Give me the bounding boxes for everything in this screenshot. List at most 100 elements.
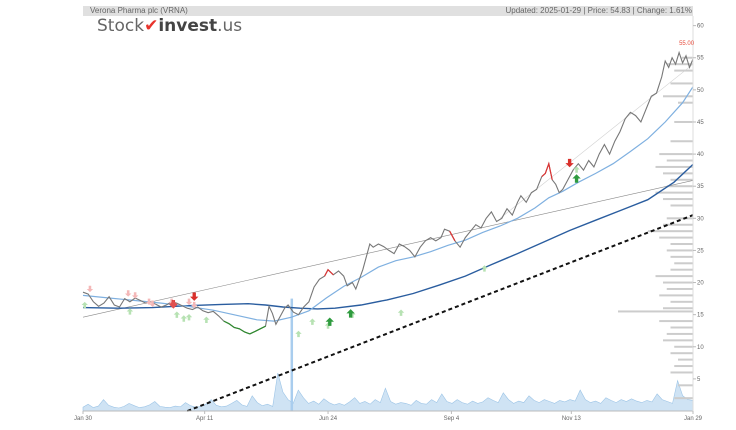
logo-text-invest: invest: [158, 16, 218, 36]
trend-channel-line-inner: [499, 63, 694, 219]
long-moving-average: [82, 163, 694, 310]
volume-profile-bar: [666, 332, 693, 335]
y-tick-label: 25: [697, 248, 704, 254]
sell-signal-arrow: [86, 285, 94, 293]
logo-text-us: .us: [217, 16, 243, 36]
volume-profile-bar: [670, 326, 693, 329]
buy-signal-arrow: [203, 316, 210, 323]
sell-signal-arrow: [149, 300, 156, 307]
volume-profile-bar: [670, 352, 693, 355]
trend-channel-line: [82, 180, 694, 318]
x-tick-label: Jan 30: [74, 416, 93, 422]
buy-signal-arrow: [295, 330, 302, 338]
support-trend-line: [186, 214, 694, 412]
sell-diamond-marker: [169, 300, 178, 309]
short-moving-average: [82, 86, 694, 322]
volume-profile-bar: [655, 191, 693, 194]
strong-buy-signal-arrow: [572, 174, 581, 183]
volume-profile-bar: [659, 294, 693, 297]
volume-profile-bar: [674, 120, 693, 123]
y-tick-label: 35: [697, 184, 704, 190]
y-tick-label: 55: [697, 56, 704, 62]
update-info: Updated: 2025-01-29 | Price: 54.83 | Cha…: [505, 6, 692, 15]
volume-area: [82, 372, 694, 412]
volume-profile-bar: [663, 95, 693, 98]
x-tick-label: Jun 24: [319, 416, 338, 422]
volume-profile-bar: [666, 249, 693, 252]
volume-profile-layer: [618, 56, 693, 400]
sell-signal-arrow: [191, 301, 198, 309]
y-tick-label: 45: [697, 120, 704, 126]
volume-profile-bar: [663, 172, 693, 175]
volume-profile-bar: [659, 320, 693, 323]
volume-profile-bar: [659, 153, 693, 156]
logo-check-icon: ✔: [144, 16, 159, 36]
price-line-segment-green: [249, 325, 266, 335]
chart-lines-layer: [82, 50, 694, 412]
volume-profile-bar: [666, 185, 693, 188]
volume-profile-bar: [663, 307, 693, 310]
volume-profile-bar: [670, 255, 693, 258]
chart-title: Verona Pharma plc (VRNA): [90, 6, 188, 15]
logo-text-stock: Stock: [97, 16, 145, 36]
volume-profile-bar: [674, 262, 693, 265]
buy-signal-arrow: [573, 166, 580, 173]
y-tick-label: 5: [697, 377, 701, 383]
price-line-segment-red: [541, 161, 553, 180]
volume-profile-bar: [666, 159, 693, 162]
price-line-segment-green: [223, 320, 251, 335]
volume-profile-bar: [666, 217, 693, 220]
volume-profile-bar: [670, 204, 693, 207]
buy-signal-arrow: [309, 318, 316, 325]
volume-profile-bar: [648, 230, 693, 233]
strong-sell-signal-arrow: [190, 292, 199, 301]
volume-profile-bar: [670, 140, 693, 143]
buy-signal-arrow: [126, 308, 134, 315]
volume-profile-bar: [670, 243, 693, 246]
volume-profile-bar: [670, 371, 693, 374]
volume-profile-bar: [659, 236, 693, 239]
strong-buy-signal-arrow: [325, 317, 334, 326]
volume-profile-bar: [674, 69, 693, 72]
stockinvest-logo[interactable]: Stock✔invest.us: [97, 16, 242, 36]
y-tick-label: 30: [697, 216, 704, 222]
x-tick-label: Apr 11: [196, 416, 214, 422]
volume-profile-bar: [663, 198, 693, 201]
volume-profile-bar: [663, 223, 693, 226]
volume-profile-bar: [681, 56, 693, 59]
buy-signal-arrow: [397, 309, 405, 316]
volume-profile-bar: [666, 287, 693, 290]
y-tick-label: 50: [697, 88, 704, 94]
y-tick-label: 20: [697, 281, 704, 287]
volume-profile-bar: [674, 345, 693, 348]
volume-profile-bar: [678, 101, 693, 104]
y-tick-label: 40: [697, 152, 704, 158]
current-price-label: 55.00: [679, 41, 695, 47]
volume-profile-bar: [670, 82, 693, 85]
y-tick-label: 15: [697, 313, 704, 319]
volume-profile-bar: [663, 339, 693, 342]
volume-profile-bar: [663, 281, 693, 284]
volume-profile-bar: [655, 275, 693, 278]
header-bar: [83, 6, 693, 16]
x-tick-label: Sep 4: [444, 416, 460, 422]
sell-signal-arrow: [124, 290, 132, 297]
buy-signal-arrow: [481, 265, 488, 272]
volume-profile-bar: [678, 384, 693, 387]
volume-profile-bar: [670, 178, 693, 181]
sell-signal-arrow: [145, 298, 153, 306]
volume-area-layer: [82, 298, 694, 412]
volume-profile-bar: [674, 397, 693, 400]
price-line: [82, 50, 694, 335]
buy-signal-arrow: [180, 315, 187, 322]
buy-signal-arrow: [81, 301, 88, 309]
price-line-segment-red: [324, 268, 334, 277]
volume-profile-bar: [678, 358, 693, 361]
price-line-segment-red: [449, 230, 456, 242]
buy-signal-arrow: [173, 311, 181, 318]
y-tick-label: 60: [697, 24, 704, 30]
sell-signal-arrow: [131, 292, 139, 299]
volume-profile-bar: [666, 63, 693, 66]
volume-profile-bar: [655, 165, 693, 168]
strong-sell-signal-arrow: [565, 158, 574, 168]
